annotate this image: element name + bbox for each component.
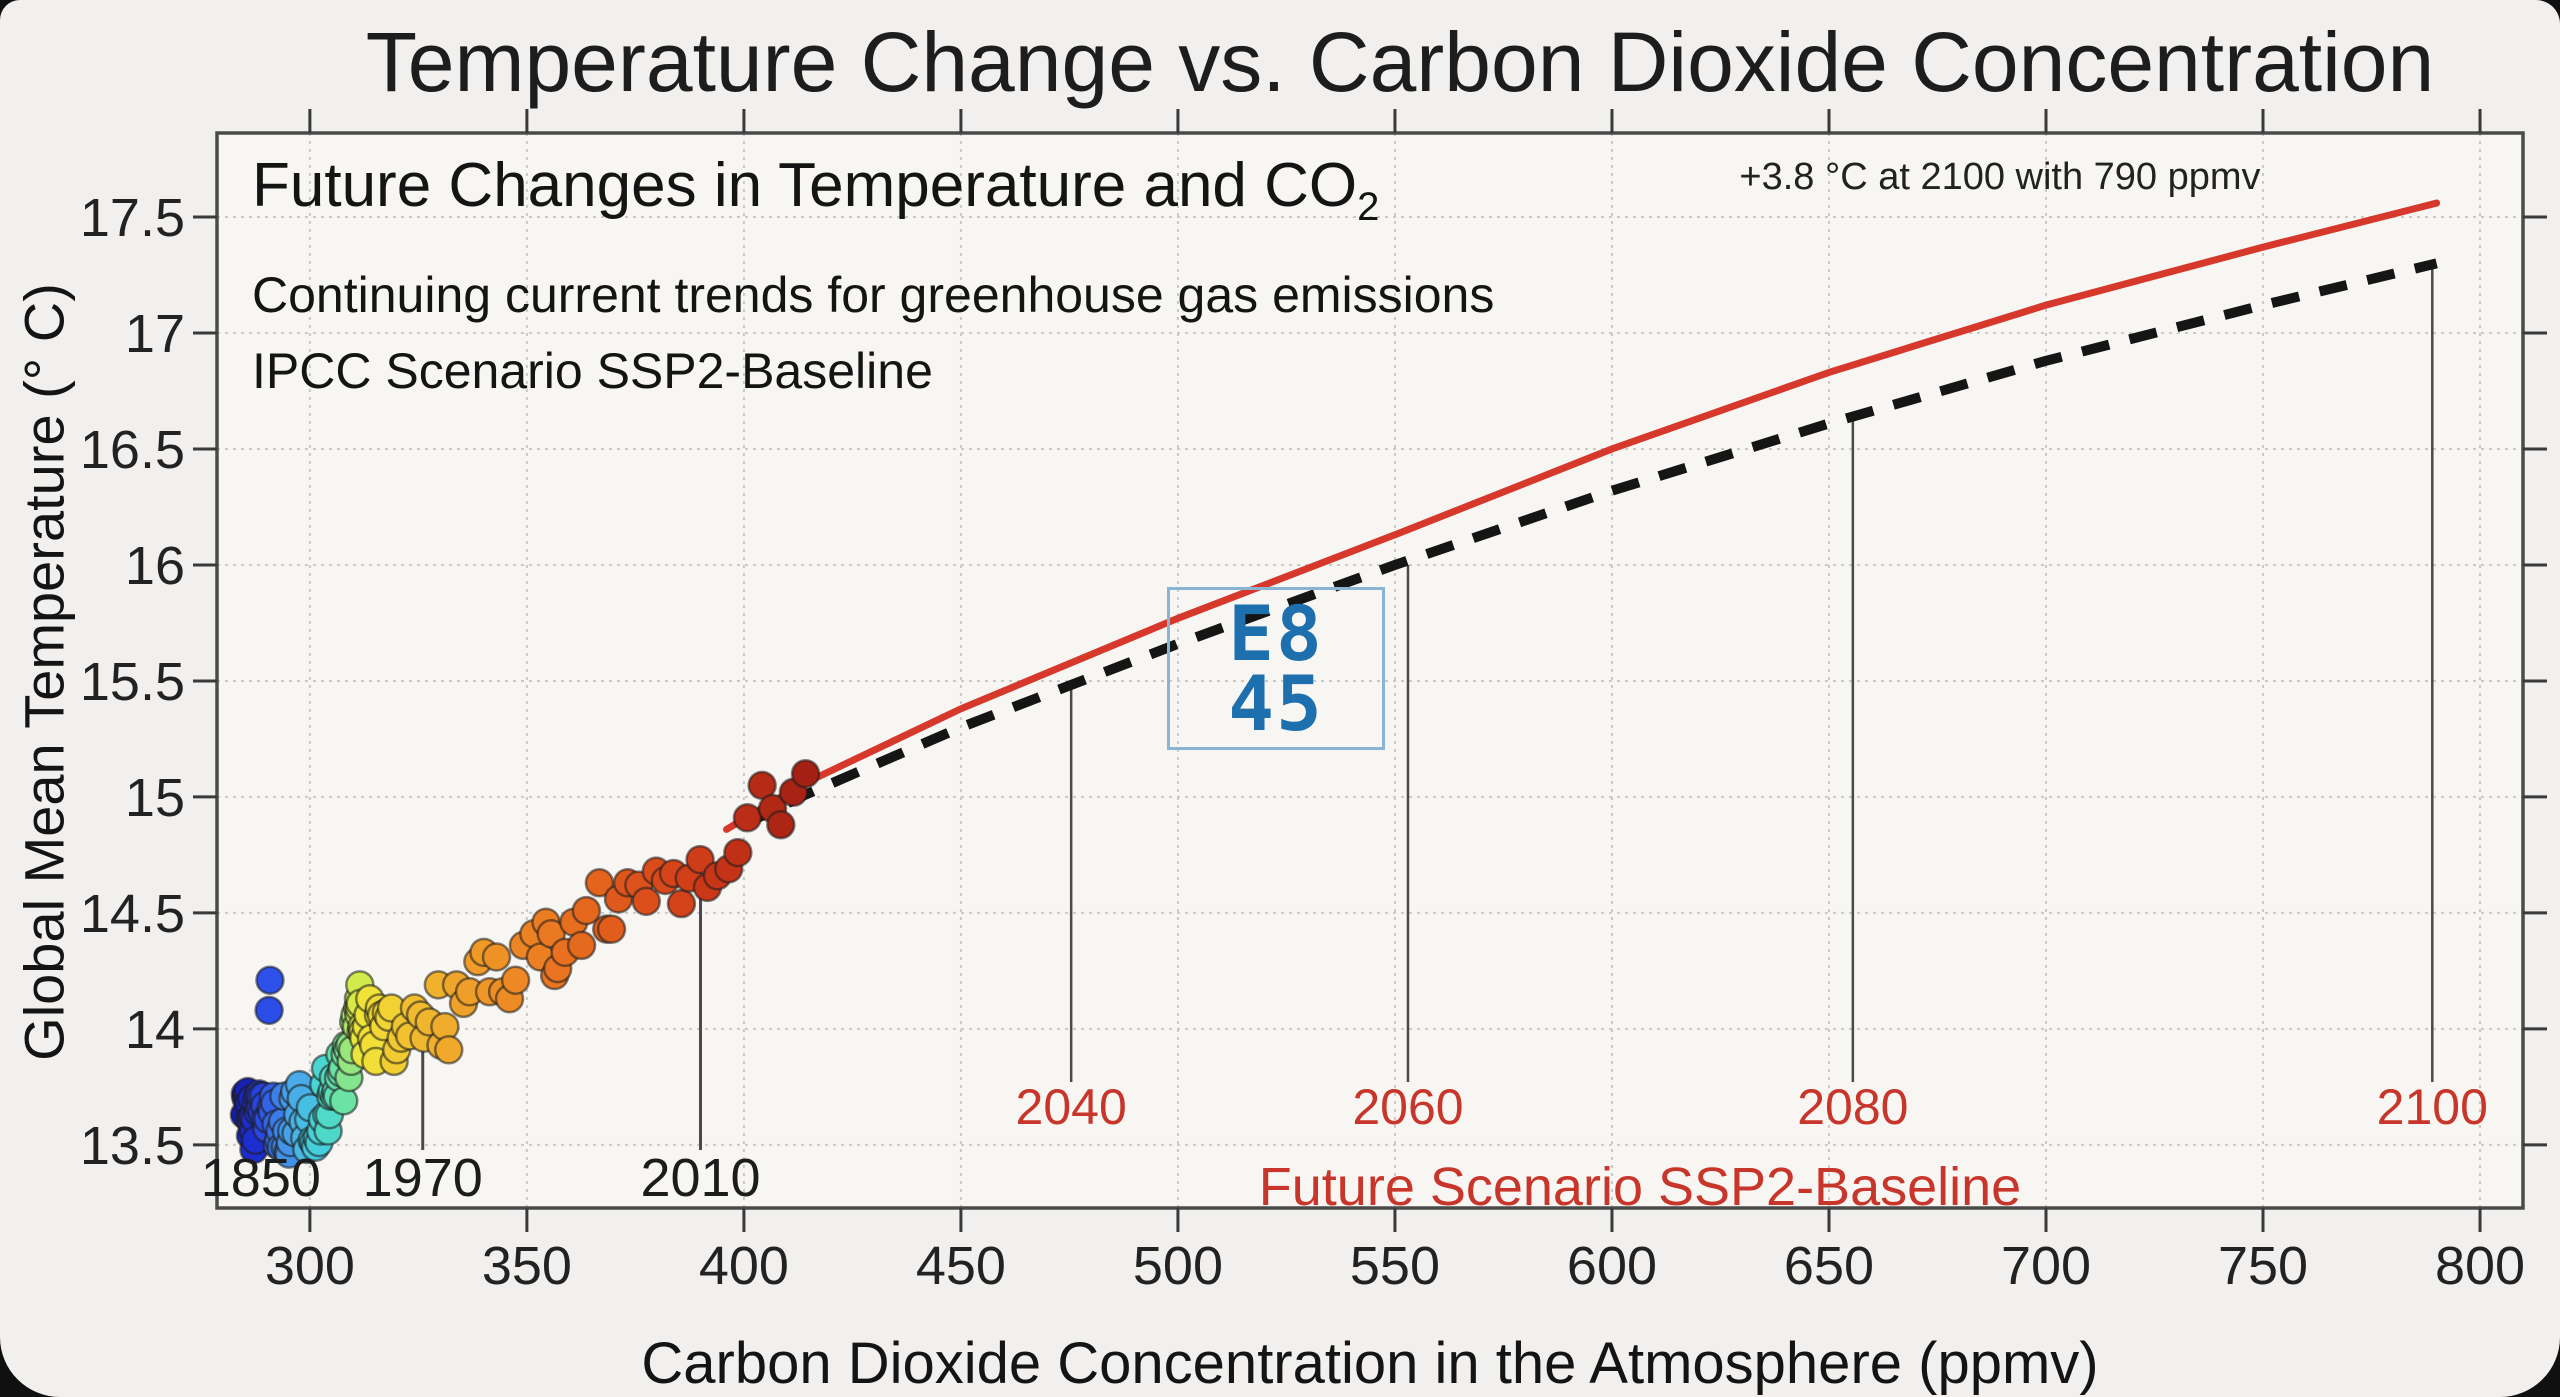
ssp2-solid-red-line xyxy=(723,199,2441,833)
scatter-point xyxy=(255,965,285,995)
x-axis-label: Carbon Dioxide Concentration in the Atmo… xyxy=(641,1331,2099,1396)
x-tick-label: 400 xyxy=(699,1236,789,1296)
inplot-heading-text: Future Changes in Temperature and CO xyxy=(252,151,1358,220)
x-tick-label: 500 xyxy=(1133,1236,1223,1296)
x-tick-label: 600 xyxy=(1567,1236,1657,1296)
future-year-label: 2040 xyxy=(1016,1079,1127,1135)
inplot-subtitle: Continuing current trends for greenhouse… xyxy=(252,267,1495,323)
x-tick-label: 700 xyxy=(2001,1236,2091,1296)
watermark-line2: 45 xyxy=(1228,658,1324,748)
scatter-point xyxy=(732,803,763,833)
y-tick-label: 17 xyxy=(125,304,185,364)
future-year-label: 2080 xyxy=(1797,1079,1908,1135)
scatter-point xyxy=(571,895,602,926)
y-axis-label: Global Mean Temperature (° C) xyxy=(12,283,76,1061)
scatter-point xyxy=(766,810,796,840)
x-tick-label: 300 xyxy=(265,1236,355,1296)
y-tick-label: 17.5 xyxy=(80,188,185,248)
scatter-point xyxy=(566,930,597,961)
y-tick-label: 13.5 xyxy=(80,1116,185,1176)
scatter-point xyxy=(666,888,697,919)
scatter-point xyxy=(481,942,512,972)
scatter-point xyxy=(254,995,284,1026)
y-tick-label: 16 xyxy=(125,536,185,596)
scatter-point xyxy=(500,965,531,995)
x-tick-label: 800 xyxy=(2435,1236,2525,1296)
future-year-label: 2060 xyxy=(1352,1079,1463,1135)
history-year-label: 1850 xyxy=(201,1148,321,1208)
y-tick-label: 14 xyxy=(125,1000,185,1060)
history-year-label: 1970 xyxy=(363,1148,483,1208)
watermark-line1: E8 xyxy=(1228,588,1324,678)
scatter-point xyxy=(790,758,821,789)
x-tick-label: 650 xyxy=(1784,1236,1874,1296)
inplot-heading: Future Changes in Temperature and CO2 xyxy=(252,150,1379,230)
scatter-point xyxy=(434,1035,464,1065)
y-tick-label: 14.5 xyxy=(80,884,185,944)
history-year-label: 2010 xyxy=(640,1148,760,1208)
y-tick-label: 15 xyxy=(125,768,185,828)
future-year-label: 2100 xyxy=(2377,1079,2488,1135)
future-scenario-label: Future Scenario SSP2-Baseline xyxy=(1258,1157,2022,1217)
x-tick-label: 450 xyxy=(916,1236,1006,1296)
scatter-point xyxy=(723,837,753,868)
y-tick-label: 15.5 xyxy=(80,652,185,712)
scatter-point xyxy=(631,886,662,917)
x-tick-label: 550 xyxy=(1350,1236,1440,1296)
watermark-box: E8 45 xyxy=(1167,587,1385,750)
plot-border xyxy=(215,131,2525,1210)
y-tick-label: 16.5 xyxy=(80,420,185,480)
endpoint-annotation: +3.8 °C at 2100 with 790 ppmv xyxy=(1739,156,2261,198)
page-title: Temperature Change vs. Carbon Dioxide Co… xyxy=(365,15,2435,109)
x-tick-label: 350 xyxy=(482,1236,572,1296)
inplot-scenario-line: IPCC Scenario SSP2-Baseline xyxy=(252,343,933,399)
ssp2-dashed-black-line xyxy=(741,258,2438,830)
scatter-point xyxy=(596,914,627,944)
co2-subscript: 2 xyxy=(1357,185,1380,229)
x-tick-label: 750 xyxy=(2218,1236,2308,1296)
